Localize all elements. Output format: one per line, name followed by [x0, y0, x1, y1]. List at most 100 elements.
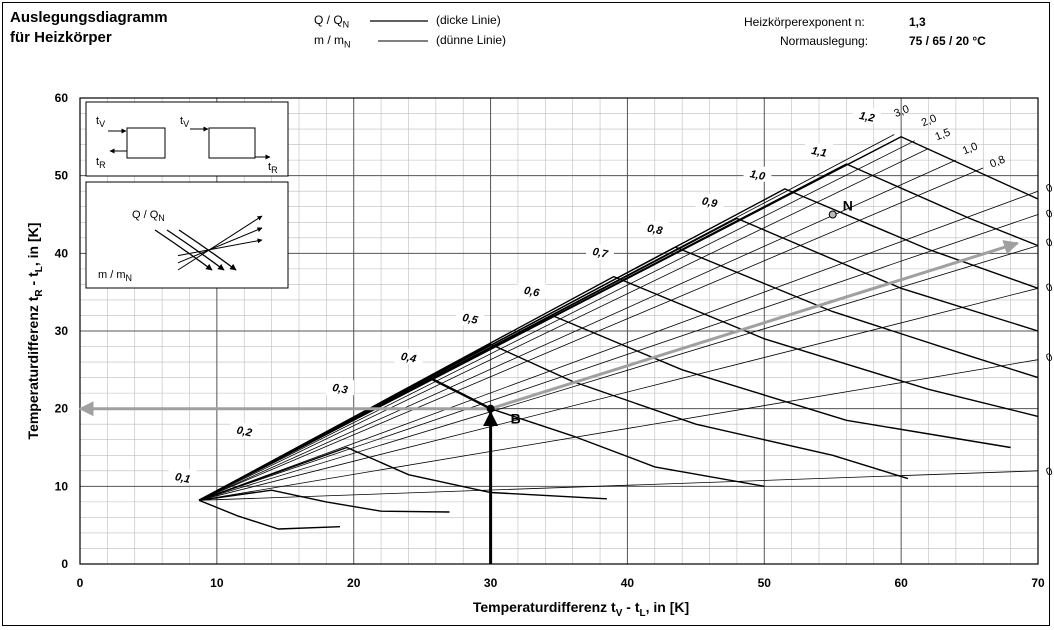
- exponent-label: Heizkörperexponent n:: [744, 15, 865, 29]
- legend-q: Q / QN: [314, 13, 349, 29]
- power-label-bg: [586, 244, 615, 260]
- flow-label: 3,0: [892, 103, 911, 120]
- flow-line: [198, 190, 1039, 501]
- legend-m-sub: N: [344, 39, 351, 50]
- flow-label: 0,6: [1044, 179, 1054, 196]
- power-curve: [198, 499, 341, 530]
- y-tick-label: 20: [55, 402, 69, 416]
- inset-m-label-main: m / m: [98, 269, 126, 281]
- y-axis-label-part: Temperaturdifferenz t: [25, 296, 41, 439]
- x-axis-label-sub: L: [640, 608, 646, 619]
- inset-tv-left-main: t: [96, 115, 99, 127]
- chart-title-line2: für Heizkörper: [10, 29, 112, 46]
- power-label-bg: [394, 349, 423, 365]
- power-label-bg: [695, 193, 724, 209]
- x-tick-label: 40: [621, 576, 635, 590]
- y-tick-label: 30: [55, 324, 69, 338]
- inset-tv-right-main: t: [180, 115, 183, 127]
- point-b-label: B: [511, 411, 521, 427]
- power-label-bg: [640, 221, 669, 237]
- flow-line: [199, 287, 1039, 501]
- power-label-bg: [230, 422, 259, 438]
- power-label-bg: [852, 108, 881, 124]
- power-label: 1,2: [858, 110, 875, 125]
- flow-line: [198, 140, 915, 501]
- y-axis-label: Temperaturdifferenz tR - tL, in [K]: [25, 223, 45, 440]
- power-label-bg: [168, 469, 197, 485]
- x-axis-label-part: - t: [622, 599, 639, 615]
- inset-box-top: [85, 101, 289, 177]
- legend-m-text: m / m: [314, 33, 344, 47]
- legend-q-desc: (dicke Linie): [436, 13, 501, 27]
- inset-tv-left: tV: [96, 115, 105, 129]
- inset-tr-left: tR: [96, 156, 106, 170]
- chart-title-line1: Auslegungsdiagramm: [10, 9, 168, 26]
- flow-label: 0,5: [1044, 204, 1054, 221]
- inset-power-arrow: [154, 229, 213, 271]
- power-curve: [198, 163, 1039, 501]
- x-axis-label-part: Temperaturdifferenz t: [473, 599, 616, 615]
- flow-line: [199, 470, 1039, 501]
- power-label: 0,4: [400, 351, 417, 366]
- power-curve: [198, 343, 909, 501]
- power-label-bg: [805, 143, 834, 159]
- power-label: 0,3: [331, 382, 348, 397]
- flow-label: 0,8: [988, 154, 1007, 171]
- flow-label: 0,1: [1044, 462, 1054, 479]
- radiator-box-right: [208, 127, 256, 159]
- y-tick-label: 50: [55, 169, 69, 183]
- flow-line: [198, 245, 1039, 501]
- y-axis-label-part: , in [K]: [25, 223, 41, 267]
- x-tick-label: 30: [484, 576, 498, 590]
- power-label-bg: [743, 166, 772, 182]
- y-axis-label-sub: L: [34, 266, 45, 272]
- x-axis-label: Temperaturdifferenz tV - tL, in [K]: [473, 599, 689, 619]
- inset-m-label-sub: N: [126, 273, 133, 283]
- arrow-flow-to-right: [490, 240, 1019, 411]
- y-axis-label-sub: R: [34, 289, 45, 297]
- inset-tr-right-main: t: [268, 161, 271, 173]
- y-tick-label: 0: [61, 557, 68, 571]
- power-label: 0,8: [646, 223, 664, 238]
- x-tick-label: 10: [210, 576, 224, 590]
- flow-line: [198, 214, 1039, 501]
- flow-label: 1,5: [933, 126, 952, 143]
- x-tick-label: 50: [758, 576, 772, 590]
- y-tick-label: 60: [55, 91, 69, 105]
- inset-tr-right-sub: R: [271, 165, 278, 175]
- point-n-marker: [828, 210, 837, 219]
- inset-q-label: Q / QN: [132, 209, 165, 223]
- power-label-bg: [456, 310, 485, 326]
- legend-q-text: Q / Q: [314, 13, 343, 27]
- norm-label: Normauslegung:: [780, 34, 869, 48]
- power-label-bg: [517, 283, 546, 299]
- exponent-value: 1,3: [909, 15, 926, 29]
- inset-tv-left-sub: V: [99, 119, 105, 129]
- x-tick-label: 20: [347, 576, 361, 590]
- inset-tr-left-sub: R: [99, 160, 106, 170]
- power-label: 0,1: [174, 471, 191, 486]
- flow-line: [198, 167, 984, 501]
- x-axis-label-part: , in [K]: [646, 599, 690, 615]
- inset-flow-arrow: [177, 215, 263, 271]
- flow-line: [198, 148, 929, 501]
- inset-tv-right: tV: [180, 115, 189, 129]
- flow-label: 0,3: [1044, 278, 1054, 295]
- flow-label: 0,4: [1044, 233, 1054, 250]
- power-label: 0,2: [235, 425, 252, 440]
- y-tick-label: 40: [55, 246, 69, 260]
- inset-q-label-sub: N: [158, 213, 165, 223]
- power-label: 0,7: [591, 246, 609, 261]
- power-label: 1,0: [749, 168, 767, 183]
- flow-line: [199, 359, 1039, 501]
- power-curve: [198, 188, 1039, 501]
- x-tick-label: 60: [894, 576, 908, 590]
- flow-label: 0,2: [1044, 348, 1054, 365]
- inset-m-label: m / mN: [98, 269, 132, 283]
- power-label: 0,9: [701, 195, 719, 210]
- highlight-power-curve: [428, 376, 492, 410]
- y-axis-label-part: - t: [25, 272, 41, 289]
- power-curve: [198, 446, 607, 501]
